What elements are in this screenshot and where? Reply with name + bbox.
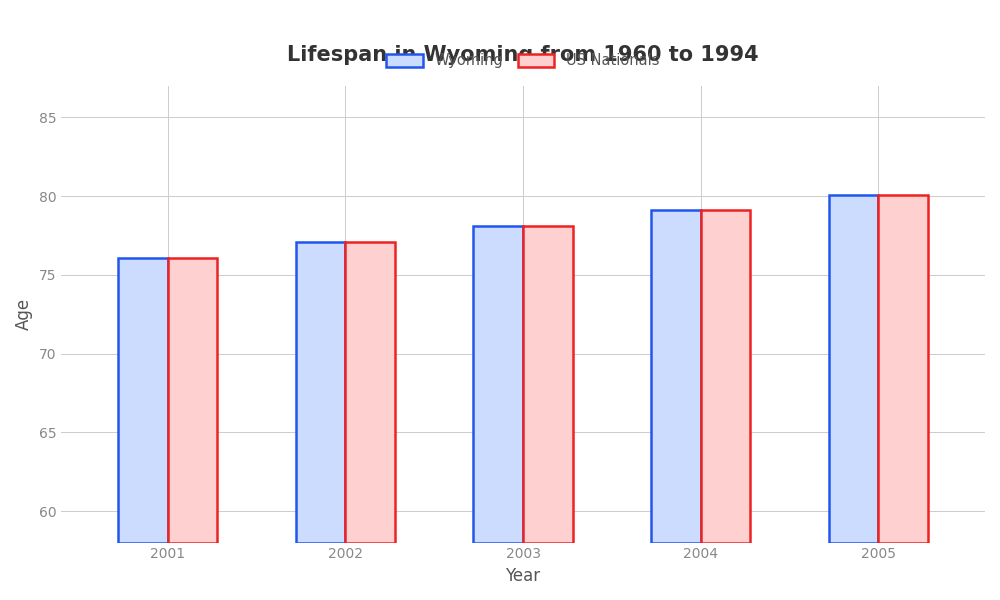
Bar xyxy=(296,242,345,542)
Y-axis label: Age: Age xyxy=(15,298,33,331)
X-axis label: Year: Year xyxy=(505,567,541,585)
Bar xyxy=(473,226,523,542)
Bar xyxy=(878,194,928,542)
Legend: Wyoming, US Nationals: Wyoming, US Nationals xyxy=(381,47,665,74)
Bar xyxy=(701,211,750,542)
Bar xyxy=(118,257,168,542)
Bar xyxy=(651,211,701,542)
Bar xyxy=(829,194,878,542)
Bar xyxy=(523,226,573,542)
Bar xyxy=(345,242,395,542)
Title: Lifespan in Wyoming from 1960 to 1994: Lifespan in Wyoming from 1960 to 1994 xyxy=(287,45,759,65)
Bar xyxy=(168,257,217,542)
